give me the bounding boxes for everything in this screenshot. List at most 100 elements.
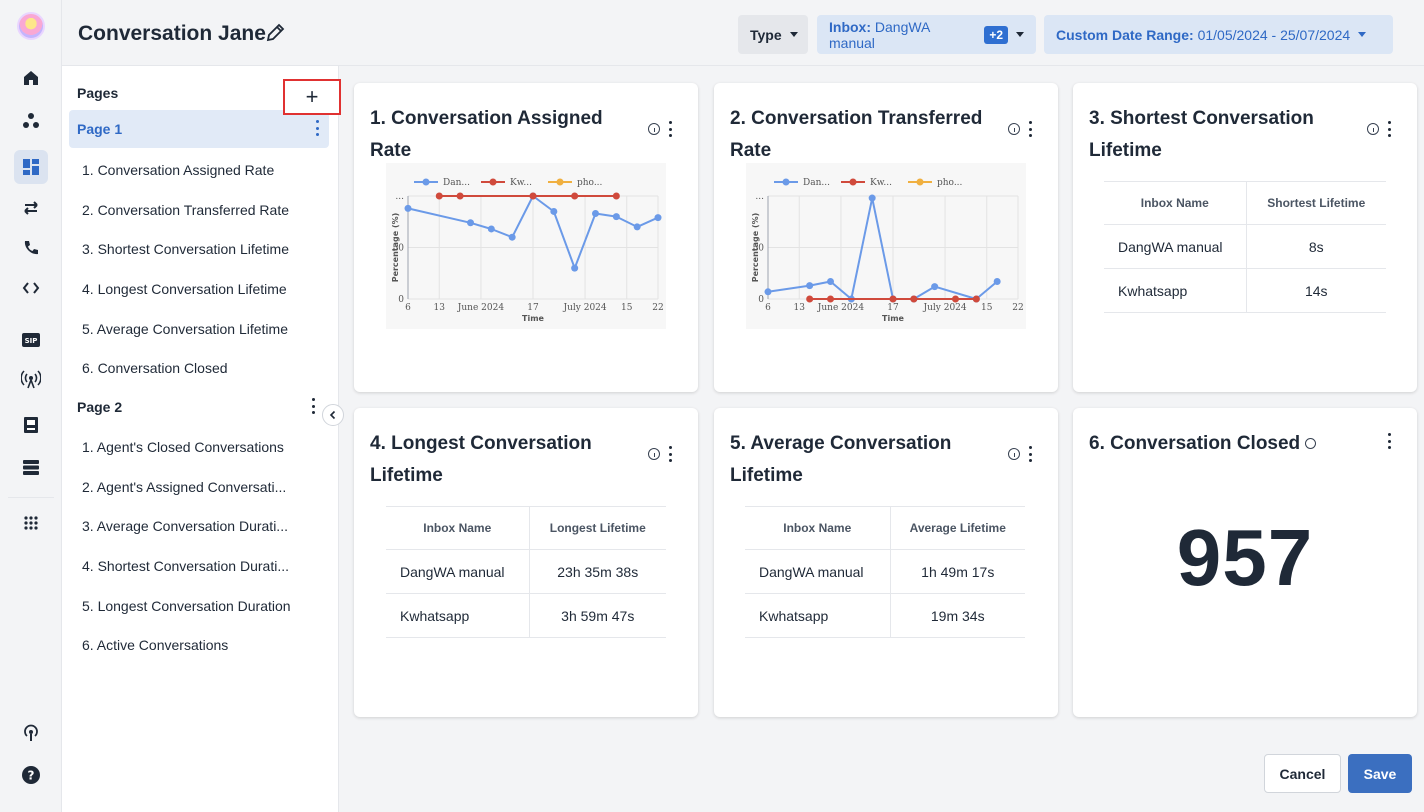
page-item[interactable]: 6. Conversation Closed bbox=[82, 360, 228, 376]
x-tick-label: June 2024 bbox=[457, 303, 505, 313]
phone-icon[interactable] bbox=[19, 236, 43, 260]
widget-menu-icon[interactable] bbox=[1028, 121, 1032, 137]
widget-card: 3. Shortest Conversation Lifetime Inbox … bbox=[1073, 83, 1417, 392]
inbox-filter-prefix: Inbox: bbox=[829, 18, 871, 35]
widget-menu-icon[interactable] bbox=[1387, 433, 1391, 449]
table-cell: DangWA manual bbox=[1104, 224, 1246, 269]
widget-title: 4. Longest Conversation Lifetime bbox=[370, 433, 592, 486]
broadcast-icon[interactable] bbox=[19, 367, 43, 391]
line-chart: 0 50... 6 13 June 2024 17 July 2024 15 22 Time Per… bbox=[386, 163, 666, 329]
x-tick-label: 22 bbox=[652, 303, 663, 313]
collapse-panel-button[interactable] bbox=[322, 404, 344, 426]
closed-count: 957 bbox=[1176, 513, 1314, 602]
pages-heading: Pages bbox=[77, 85, 119, 101]
page-item[interactable]: 1. Agent's Closed Conversations bbox=[82, 439, 284, 455]
page-item[interactable]: 3. Average Conversation Durati... bbox=[82, 518, 288, 534]
inbox-filter[interactable]: Inbox: DangWA manual +2 bbox=[817, 15, 1036, 54]
page-item[interactable]: 1. Conversation Assigned Rate bbox=[82, 162, 275, 178]
data-point bbox=[571, 264, 579, 272]
info-icon[interactable] bbox=[1008, 448, 1020, 460]
chart-svg: 0 50... 6 13 June 2024 17 July 2024 15 22 Time Per… bbox=[391, 178, 664, 323]
widget-menu-icon[interactable] bbox=[1387, 121, 1391, 137]
page-item[interactable]: 3. Shortest Conversation Lifetime bbox=[82, 241, 289, 257]
page-item[interactable]: 4. Longest Conversation Lifetime bbox=[82, 281, 287, 297]
help-icon[interactable]: ? bbox=[19, 763, 43, 787]
data-point bbox=[806, 295, 814, 303]
legend-marker bbox=[422, 178, 430, 186]
chevron-down-icon bbox=[1358, 32, 1367, 37]
home-icon[interactable] bbox=[19, 66, 43, 90]
apps-grid-icon[interactable] bbox=[19, 511, 43, 535]
date-range-prefix: Custom Date Range: bbox=[1056, 26, 1194, 43]
widget-title: 5. Average Conversation Lifetime bbox=[730, 433, 952, 486]
data-point bbox=[889, 295, 897, 303]
page-item[interactable]: 5. Longest Conversation Duration bbox=[82, 598, 291, 614]
info-icon[interactable] bbox=[648, 123, 660, 135]
workspace-logo[interactable] bbox=[17, 12, 45, 40]
info-icon[interactable] bbox=[1008, 123, 1020, 135]
code-icon[interactable] bbox=[19, 276, 43, 300]
widget-menu-icon[interactable] bbox=[668, 121, 672, 137]
x-tick-label: 15 bbox=[981, 303, 993, 313]
data-point bbox=[827, 277, 834, 285]
data-point bbox=[972, 295, 980, 303]
page-item[interactable]: 2. Agent's Assigned Conversati... bbox=[82, 479, 287, 495]
table-row: DangWA manual 1h 49m 17s bbox=[745, 549, 1025, 594]
page-item[interactable]: 4. Shortest Conversation Durati... bbox=[82, 558, 289, 574]
column-header: Inbox Name bbox=[745, 506, 890, 550]
page-item[interactable]: 5. Average Conversation Lifetime bbox=[82, 321, 288, 337]
dashboard-icon[interactable] bbox=[14, 150, 48, 184]
table-row: DangWA manual 8s bbox=[1104, 224, 1386, 269]
line-chart: 0 50... 6 13 June 2024 17 July 2024 15 22 Time Per… bbox=[746, 163, 1026, 329]
transfer-icon[interactable] bbox=[19, 196, 43, 220]
info-icon[interactable] bbox=[1367, 123, 1379, 135]
team-icon[interactable] bbox=[19, 109, 43, 133]
table-row: Kwhatsapp 14s bbox=[1104, 268, 1386, 313]
table-row: Kwhatsapp 19m 34s bbox=[745, 593, 1025, 638]
date-range-filter[interactable]: Custom Date Range: 01/05/2024 - 25/07/20… bbox=[1044, 15, 1393, 54]
edit-title-icon[interactable] bbox=[264, 22, 286, 49]
data-point bbox=[612, 192, 620, 200]
widget-card: 5. Average Conversation Lifetime Inbox N… bbox=[714, 408, 1058, 717]
data-point bbox=[404, 204, 412, 212]
table-cell: 14s bbox=[1245, 268, 1386, 313]
chevron-down-icon bbox=[1016, 32, 1024, 37]
series-line bbox=[767, 197, 998, 300]
lifetime-table: Inbox Name Average Lifetime DangWA manual… bbox=[745, 506, 1025, 638]
page-tab-page-2[interactable]: Page 2 bbox=[69, 388, 329, 426]
add-page-button[interactable]: + bbox=[283, 79, 341, 115]
page-menu-icon[interactable] bbox=[315, 120, 319, 136]
table-cell: DangWA manual bbox=[386, 549, 529, 594]
y-tick-label: ... bbox=[755, 192, 764, 202]
widget-menu-icon[interactable] bbox=[668, 446, 672, 462]
page-item[interactable]: 6. Active Conversations bbox=[82, 637, 229, 653]
table-cell: 1h 49m 17s bbox=[889, 549, 1025, 594]
data-point bbox=[467, 219, 474, 227]
column-header: Average Lifetime bbox=[889, 506, 1025, 550]
save-button[interactable]: Save bbox=[1348, 754, 1412, 793]
inbox-filter-value: DangWA manual bbox=[829, 18, 930, 51]
pages-panel: Pages + Page 1 1. Conversation Assigned … bbox=[62, 66, 341, 812]
x-tick-label: 17 bbox=[887, 303, 899, 313]
widget-card: 2. Conversation Transferred Rate 0 50... 6… bbox=[714, 83, 1058, 392]
data-point bbox=[910, 295, 918, 303]
widget-menu-icon[interactable] bbox=[1028, 446, 1032, 462]
x-tick-label: June 2024 bbox=[817, 303, 865, 313]
cancel-button[interactable]: Cancel bbox=[1264, 754, 1341, 793]
page-label: Page 1 bbox=[77, 121, 123, 137]
table-cell: 8s bbox=[1245, 224, 1386, 269]
info-icon[interactable] bbox=[1305, 438, 1317, 450]
type-filter[interactable]: Type bbox=[738, 15, 808, 54]
x-tick-label: 22 bbox=[1012, 303, 1023, 313]
inbox-count-badge: +2 bbox=[984, 25, 1008, 44]
page-item[interactable]: 2. Conversation Transferred Rate bbox=[82, 202, 289, 218]
page-tab-page-1[interactable]: Page 1 bbox=[69, 110, 329, 148]
page-menu-icon[interactable] bbox=[311, 398, 315, 414]
table-row: Kwhatsapp 3h 59m 47s bbox=[386, 593, 666, 638]
page-label: Page 2 bbox=[77, 399, 123, 415]
inbox-icon[interactable] bbox=[19, 413, 43, 437]
info-icon[interactable] bbox=[648, 448, 660, 460]
storage-icon[interactable] bbox=[19, 455, 43, 479]
podcast-icon[interactable] bbox=[19, 721, 43, 745]
sip-icon[interactable]: SIP bbox=[19, 328, 43, 352]
